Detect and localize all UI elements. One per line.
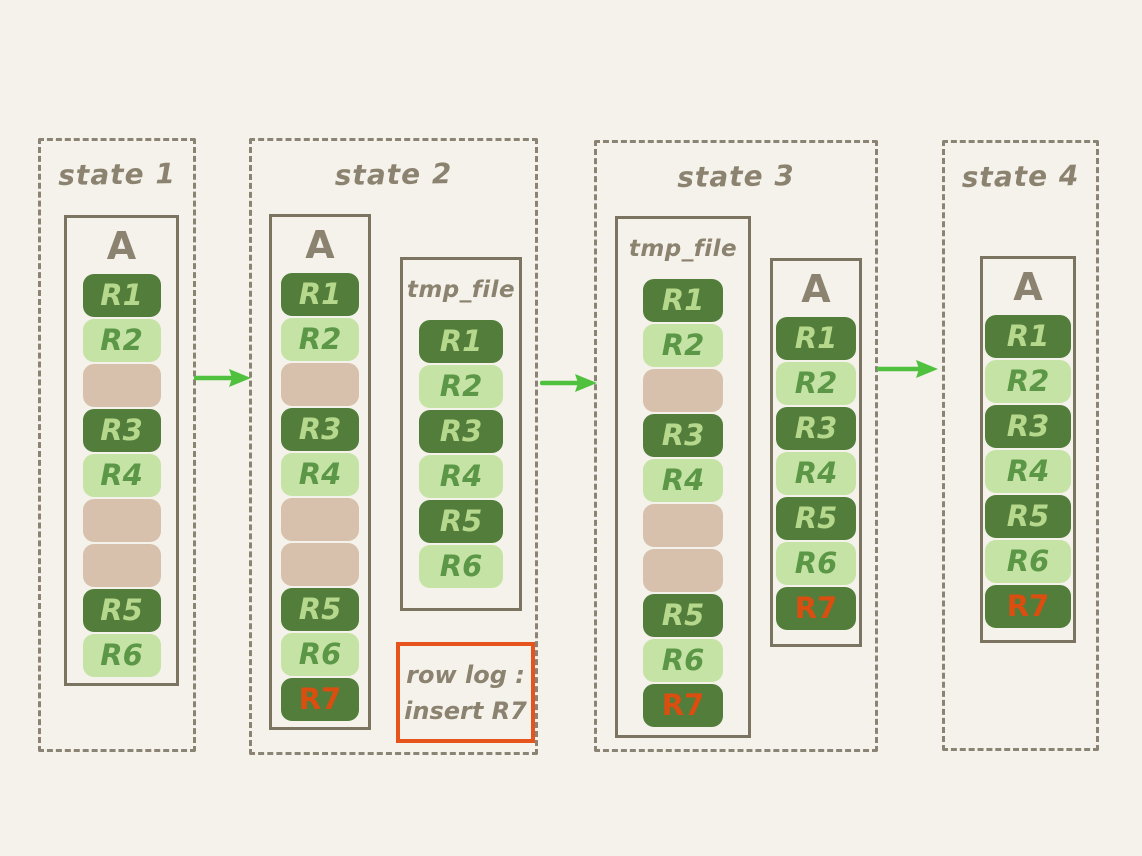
row-stack: R1 R2 R3 R4 R5 R6 R7 <box>985 315 1071 628</box>
row-r3: R3 <box>281 408 359 451</box>
row-stack: R1 R2 R3 R4 R5 R6 <box>419 320 503 588</box>
row-r3: R3 <box>776 407 856 450</box>
row-r4: R4 <box>985 450 1071 493</box>
arrow-right-icon <box>877 360 938 378</box>
row-r7: R7 <box>643 684 723 727</box>
row-r6: R6 <box>776 542 856 585</box>
row-r7: R7 <box>281 678 359 721</box>
dead-row <box>281 543 359 586</box>
dead-row <box>82 499 161 542</box>
row-r2: R2 <box>643 324 723 367</box>
dead-row <box>281 498 359 541</box>
dead-row <box>281 363 359 406</box>
row-r7: R7 <box>985 585 1071 628</box>
arrow-right-icon <box>540 374 597 392</box>
row-r3: R3 <box>419 410 503 453</box>
state-1-panel: state 1 A R1 R2 R3 R4 R5 R6 <box>38 138 196 752</box>
state-4-title: state 4 <box>961 158 1080 195</box>
state-2-title: state 2 <box>334 156 453 193</box>
row-r1: R1 <box>985 315 1071 358</box>
row-r5: R5 <box>281 588 359 631</box>
row-log-box: row log : insert R7 <box>396 642 535 743</box>
row-log-line1: row log : <box>406 660 525 689</box>
row-stack: R1 R2 R3 R4 R5 R6 R7 <box>281 273 359 721</box>
file-name-label: A <box>801 267 831 311</box>
file-name-label: A <box>305 223 335 267</box>
dead-row <box>643 549 723 592</box>
row-r1: R1 <box>776 317 856 360</box>
row-r1: R1 <box>419 320 503 363</box>
row-r4: R4 <box>281 453 359 496</box>
row-r7: R7 <box>776 587 856 630</box>
row-r4: R4 <box>419 455 503 498</box>
file-name-label: tmp_file <box>628 236 738 262</box>
state-4-panel: state 4 A R1 R2 R3 R4 R5 R6 R7 <box>942 140 1099 751</box>
row-r6: R6 <box>985 540 1071 583</box>
row-r2: R2 <box>82 319 161 362</box>
row-r1: R1 <box>82 274 161 317</box>
row-r2: R2 <box>281 318 359 361</box>
row-r3: R3 <box>82 409 161 452</box>
row-r5: R5 <box>985 495 1071 538</box>
state-2-panel: state 2 A R1 R2 R3 R4 R5 R6 R7 tmp_file R1 R2 R3… <box>249 138 538 755</box>
file-name-label: A <box>1013 265 1043 309</box>
row-r2: R2 <box>776 362 856 405</box>
state-3-title: state 3 <box>676 158 796 195</box>
state-1-file-a: A R1 R2 R3 R4 R5 R6 <box>64 215 179 686</box>
state-3-panel: state 3 tmp_file R1 R2 R3 R4 R5 R6 R7 A R1 R2 R3… <box>594 140 878 752</box>
dead-row <box>82 364 161 407</box>
row-r5: R5 <box>419 500 503 543</box>
row-r3: R3 <box>643 414 723 457</box>
row-r4: R4 <box>643 459 723 502</box>
state-3-file-a: A R1 R2 R3 R4 R5 R6 R7 <box>770 258 862 647</box>
row-stack: R1 R2 R3 R4 R5 R6 <box>82 274 161 677</box>
dead-row <box>643 369 723 412</box>
arrow-right-icon <box>194 369 251 387</box>
row-stack: R1 R2 R3 R4 R5 R6 R7 <box>776 317 856 630</box>
state-2-file-a: A R1 R2 R3 R4 R5 R6 R7 <box>269 214 371 730</box>
row-r6: R6 <box>643 639 723 682</box>
state-1-title: state 1 <box>57 156 177 193</box>
state-4-file-a: A R1 R2 R3 R4 R5 R6 R7 <box>980 256 1076 643</box>
row-r5: R5 <box>776 497 856 540</box>
row-r4: R4 <box>82 454 161 497</box>
row-r5: R5 <box>82 589 161 632</box>
row-r1: R1 <box>281 273 359 316</box>
row-r4: R4 <box>776 452 856 495</box>
state-2-file-tmp: tmp_file R1 R2 R3 R4 R5 R6 <box>400 257 522 611</box>
row-r2: R2 <box>985 360 1071 403</box>
row-r6: R6 <box>419 545 503 588</box>
row-r3: R3 <box>985 405 1071 448</box>
row-r5: R5 <box>643 594 723 637</box>
row-r6: R6 <box>82 634 161 677</box>
row-log-line2: insert R7 <box>404 696 527 725</box>
row-r6: R6 <box>281 633 359 676</box>
dead-row <box>82 544 161 587</box>
dead-row <box>643 504 723 547</box>
state-3-file-tmp: tmp_file R1 R2 R3 R4 R5 R6 R7 <box>615 216 751 738</box>
file-name-label: tmp_file <box>406 277 516 303</box>
row-stack: R1 R2 R3 R4 R5 R6 R7 <box>643 279 723 727</box>
row-r2: R2 <box>419 365 503 408</box>
row-r1: R1 <box>643 279 723 322</box>
file-name-label: A <box>106 224 137 268</box>
